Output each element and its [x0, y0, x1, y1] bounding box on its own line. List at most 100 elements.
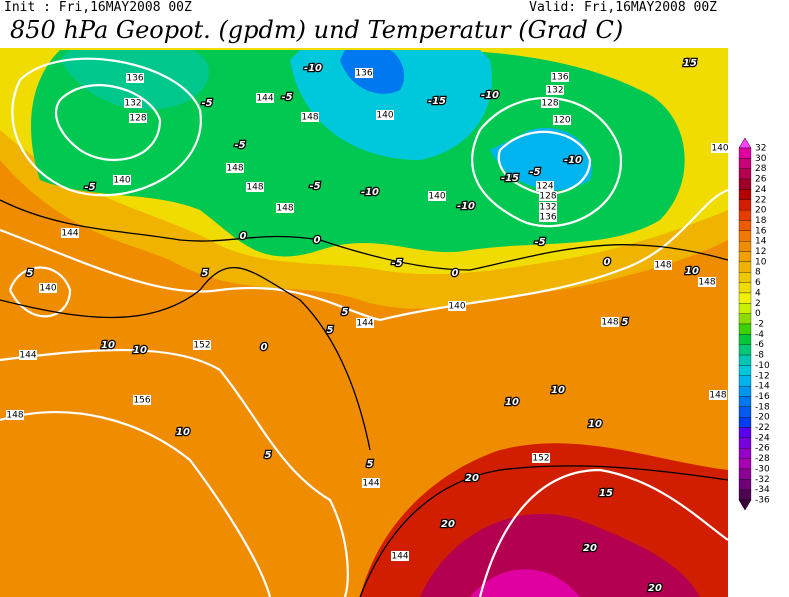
- geopotential-label-box: [551, 72, 569, 82]
- legend-label: -32: [755, 475, 770, 485]
- temperature-label: 15: [599, 488, 613, 499]
- temperature-label: -5: [534, 237, 545, 248]
- legend-label: 0: [755, 309, 761, 319]
- legend-arrow: [738, 137, 752, 149]
- legend-swatch: [738, 448, 752, 459]
- geopotential-label-box: [709, 390, 727, 400]
- legend-swatch: [738, 147, 752, 159]
- legend-swatch: [738, 427, 752, 439]
- legend-label: 12: [755, 247, 766, 257]
- temperature-label: -5: [391, 258, 402, 269]
- geopotential-label: 148: [6, 411, 23, 421]
- temperature-label: 0: [604, 257, 611, 268]
- legend-swatch: [738, 178, 752, 190]
- legend-label: -12: [755, 371, 770, 381]
- geopotential-label: 136: [539, 213, 556, 223]
- legend-label: 2: [755, 299, 761, 309]
- geopotential-label: 140: [448, 302, 465, 312]
- geopotential-label-box: [19, 350, 37, 360]
- geopotential-label: 144: [256, 94, 273, 104]
- temperature-label: 15: [683, 58, 697, 69]
- geopotential-label: 136: [551, 73, 568, 83]
- geopotential-label-box: [539, 212, 557, 222]
- temperature-label: 20: [441, 519, 455, 530]
- geopotential-label: 152: [532, 454, 549, 464]
- legend-swatch: [738, 168, 752, 180]
- legend-label: -18: [755, 402, 770, 412]
- geopotential-label: 148: [601, 318, 618, 328]
- geopotential-label-box: [256, 93, 274, 103]
- geopotential-label-box: [124, 98, 142, 108]
- geopotential-label: 148: [276, 204, 293, 214]
- legend-label: -2: [755, 320, 764, 330]
- geopotential-label-box: [61, 228, 79, 238]
- temperature-label: 20: [583, 543, 597, 554]
- temperature-label: 10: [551, 385, 565, 396]
- temperature-label: 10: [133, 345, 147, 356]
- geopotential-label: 152: [193, 341, 210, 351]
- legend-label: 30: [755, 154, 767, 164]
- legend-label: 24: [755, 185, 767, 195]
- geopotential-label: 148: [246, 183, 263, 193]
- geopotential-label-box: [246, 182, 264, 192]
- geopotential-label-box: [276, 203, 294, 213]
- geopotential-label: 140: [113, 176, 130, 186]
- legend-label: -8: [755, 351, 764, 361]
- geopotential-label-box: [133, 395, 151, 405]
- legend-swatch: [738, 375, 752, 387]
- temperature-label: -10: [481, 90, 499, 101]
- legend-swatch: [738, 313, 752, 325]
- geopotential-label: 144: [362, 479, 379, 489]
- temperature-label: 5: [622, 317, 629, 328]
- geopotential-label-box: [536, 181, 554, 191]
- temperature-label: -5: [529, 167, 540, 178]
- geopotential-label-box: [356, 318, 374, 328]
- geopotential-label: 132: [546, 86, 563, 96]
- legend-label: 4: [755, 288, 761, 298]
- legend-label: 32: [755, 144, 766, 154]
- temperature-label: 10: [505, 397, 519, 408]
- geopotential-label-box: [539, 191, 557, 201]
- legend-label: -30: [755, 464, 770, 474]
- legend-label: -20: [755, 413, 770, 423]
- geopotential-label: 128: [129, 114, 146, 124]
- geopotential-label: 128: [539, 192, 556, 202]
- legend-label: -26: [755, 444, 770, 454]
- legend-swatch: [738, 489, 752, 501]
- geopotential-label: 144: [19, 351, 36, 361]
- temperature-label: 20: [648, 583, 662, 594]
- legend-swatch: [738, 220, 752, 231]
- legend-swatch: [738, 292, 752, 304]
- legend-swatch: [738, 199, 752, 211]
- temperature-label: 0: [261, 342, 268, 353]
- legend-swatch: [738, 189, 752, 200]
- legend-swatch: [738, 272, 752, 283]
- legend-swatch: [738, 282, 752, 294]
- geopotential-label: 136: [126, 74, 143, 84]
- legend-label: 8: [755, 268, 761, 278]
- geopotential-label: 148: [698, 278, 715, 288]
- geopotential-label: 156: [133, 396, 150, 406]
- temperature-label: -5: [201, 98, 212, 109]
- temperature-label: -5: [234, 140, 245, 151]
- legend-swatch: [738, 323, 752, 335]
- geopotential-label-box: [126, 73, 144, 83]
- geopotential-label: 128: [541, 99, 558, 109]
- geopotential-label: 132: [539, 203, 556, 213]
- legend-swatch: [738, 158, 752, 169]
- temperature-label: -10: [457, 201, 475, 212]
- geopotential-label-box: [193, 340, 211, 350]
- temperature-label: 10: [588, 419, 602, 430]
- legend-swatch: [738, 385, 752, 397]
- legend-label: 20: [755, 206, 767, 216]
- legend-label: -24: [755, 433, 770, 443]
- temperature-label: 5: [27, 268, 34, 279]
- temperature-label: 10: [101, 340, 115, 351]
- legend-label: -16: [755, 392, 770, 402]
- temperature-label: 10: [176, 427, 190, 438]
- geopotential-label: 140: [428, 192, 445, 202]
- legend-swatch: [738, 468, 752, 480]
- legend-swatch: [738, 344, 752, 356]
- contour-labels: 1361321281401441361401361321281201241281…: [6, 57, 729, 595]
- geopotential-label-box: [391, 551, 409, 561]
